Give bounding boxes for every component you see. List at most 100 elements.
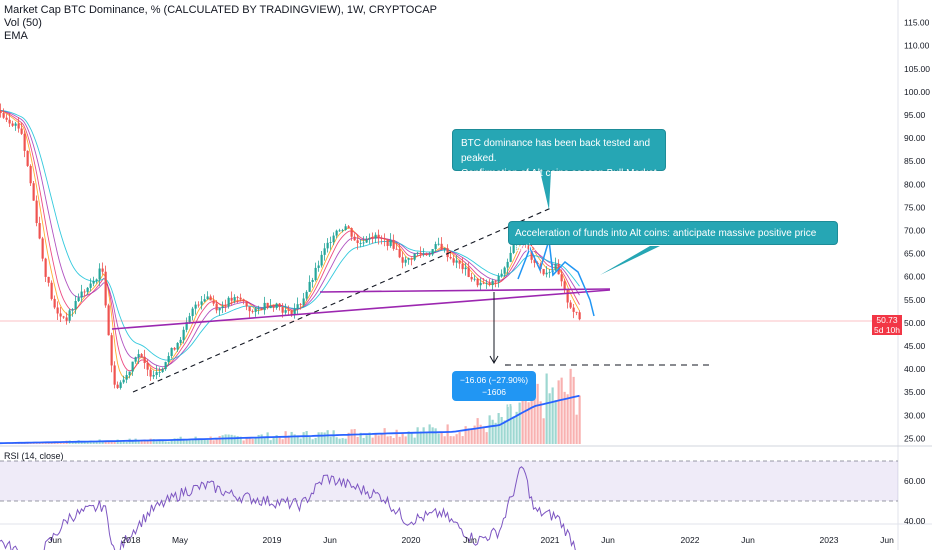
volume-bar xyxy=(350,429,353,444)
candle-body xyxy=(449,257,452,259)
volume-bar xyxy=(443,436,446,444)
candle-body xyxy=(494,280,497,282)
time-tick-label: 2023 xyxy=(820,535,839,545)
volume-bar xyxy=(530,380,533,444)
volume-bar xyxy=(476,418,479,444)
candle-body xyxy=(41,238,44,259)
candle-body xyxy=(461,263,464,270)
volume-bar xyxy=(272,437,275,444)
price-tick-label: 115.00 xyxy=(904,18,930,28)
volume-bar xyxy=(200,438,203,444)
candle-body xyxy=(488,283,491,286)
candle-body xyxy=(386,239,389,246)
volume-bar xyxy=(557,380,560,444)
volume-bar xyxy=(518,402,521,444)
volume-bar xyxy=(203,439,206,444)
last-price-countdown: 5d 10h xyxy=(874,325,900,335)
candle-body xyxy=(326,242,329,249)
volume-bar xyxy=(425,432,428,444)
time-tick-label: 2022 xyxy=(681,535,700,545)
volume-bar xyxy=(119,441,122,444)
candle-body xyxy=(452,258,455,263)
candle-body xyxy=(215,303,218,311)
time-tick-label: Jun xyxy=(601,535,615,545)
candle-body xyxy=(407,258,410,260)
candle-body xyxy=(164,362,167,370)
volume-bar xyxy=(248,437,251,444)
chart-title: Market Cap BTC Dominance, % (CALCULATED … xyxy=(4,4,437,16)
volume-bar xyxy=(143,439,146,444)
volume-bar xyxy=(92,441,95,444)
candle-body xyxy=(140,354,143,357)
volume-bar xyxy=(563,391,566,444)
volume-bar xyxy=(107,440,110,444)
acceleration-callout-pointer xyxy=(600,246,660,275)
volume-bar xyxy=(500,416,503,444)
ema-line xyxy=(0,110,580,372)
candle-body xyxy=(512,245,515,253)
candle-body xyxy=(122,379,125,383)
candle-body xyxy=(248,306,251,312)
candle-body xyxy=(545,272,548,275)
candle-body xyxy=(137,354,140,358)
volume-bar xyxy=(290,431,293,444)
volume-bar xyxy=(197,438,200,444)
measure-label-line2: -1 bars, -7d xyxy=(472,399,516,409)
candle-body xyxy=(0,110,2,114)
candle-body xyxy=(263,302,266,311)
volume-bar xyxy=(506,404,509,444)
volume-bar xyxy=(50,442,53,444)
candle-body xyxy=(287,310,290,311)
candle-body xyxy=(392,239,395,249)
price-tick-label: 55.00 xyxy=(904,295,926,305)
volume-bar xyxy=(215,439,218,444)
measure-label[interactable]: −16.06 (−27.90%) −1606 -1 bars, -7d xyxy=(452,371,536,409)
candle-body xyxy=(548,272,551,274)
volume-bar xyxy=(149,438,152,444)
candle-body xyxy=(47,276,50,283)
volume-bar xyxy=(44,442,47,444)
candle-body xyxy=(344,226,347,230)
volume-bar xyxy=(449,436,452,444)
candle-body xyxy=(308,281,311,292)
rsi-tick-label: 60.00 xyxy=(904,476,926,486)
candle-body xyxy=(467,267,470,277)
volume-bar xyxy=(83,441,86,444)
candle-body xyxy=(338,230,341,232)
acceleration-callout[interactable]: Acceleration of funds into Alt coins: an… xyxy=(508,221,838,254)
peak-callout[interactable]: BTC dominance has been back tested and p… xyxy=(452,129,666,179)
candle-body xyxy=(374,234,377,239)
price-tick-label: 30.00 xyxy=(904,410,926,420)
candle-body xyxy=(20,128,23,134)
volume-bar xyxy=(401,432,404,444)
candle-body xyxy=(131,361,134,372)
volume-bar xyxy=(359,432,362,444)
candle-body xyxy=(419,252,422,255)
candle-body xyxy=(206,296,209,300)
candle-body xyxy=(350,228,353,237)
candle-body xyxy=(158,372,161,373)
volume-bar xyxy=(560,377,563,444)
candle-body xyxy=(98,268,101,280)
candle-body xyxy=(194,304,197,309)
candle-body xyxy=(446,248,449,258)
volume-bar xyxy=(299,438,302,444)
volume-bar xyxy=(209,436,212,444)
candle-body xyxy=(83,291,86,293)
volume-bar xyxy=(503,420,506,444)
volume-bar xyxy=(257,434,260,444)
volume-bar xyxy=(323,432,326,444)
candle-body xyxy=(425,253,428,256)
volume-bar xyxy=(536,383,539,444)
candle-body xyxy=(527,243,530,249)
volume-bar xyxy=(296,435,299,444)
candle-body xyxy=(245,301,248,307)
volume-bar xyxy=(308,437,311,444)
candle-body xyxy=(332,235,335,243)
candle-body xyxy=(179,339,182,343)
candle-body xyxy=(59,313,62,317)
volume-bar xyxy=(305,431,308,444)
volume-bar xyxy=(86,441,89,444)
candle-body xyxy=(401,257,404,263)
